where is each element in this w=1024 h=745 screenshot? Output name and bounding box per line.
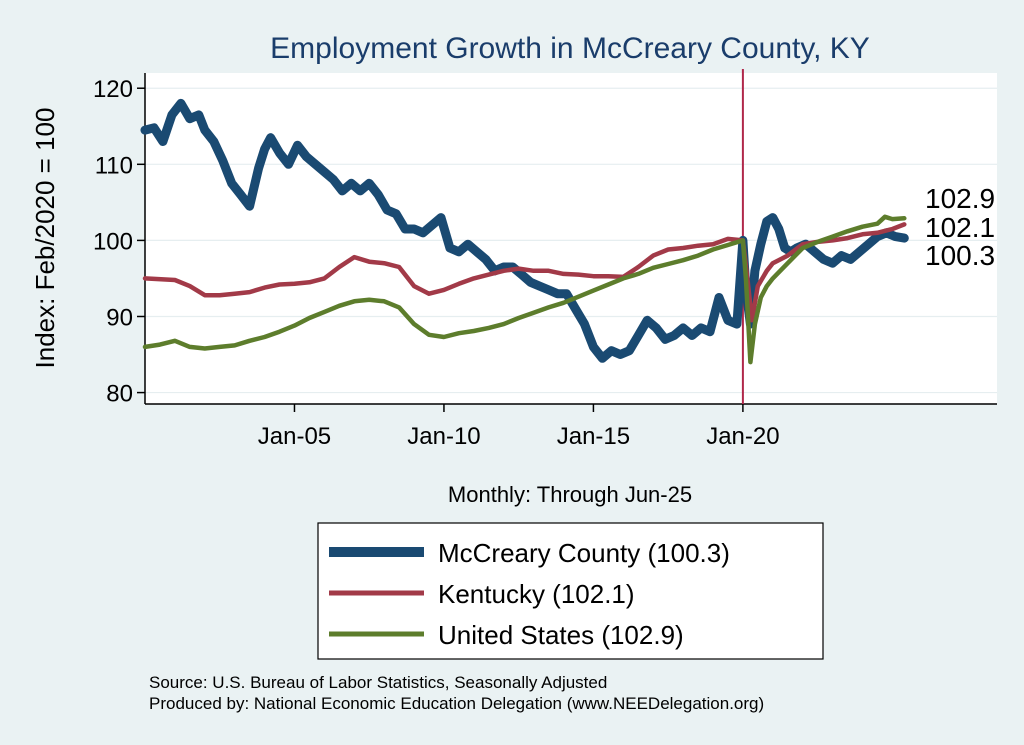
series-line-us xyxy=(142,214,907,365)
x-tick-label: Jan-10 xyxy=(407,423,480,450)
x-tick-label: Jan-15 xyxy=(557,423,630,450)
produced-by-note: Produced by: National Economic Education… xyxy=(149,694,764,713)
series-line-kentucky xyxy=(142,222,907,323)
chart-title: Employment Growth in McCreary County, KY xyxy=(270,32,870,65)
legend: McCreary County (100.3) Kentucky (102.1)… xyxy=(317,522,824,660)
x-tick-label: Jan-20 xyxy=(706,423,779,450)
y-tick-label: 100 xyxy=(93,228,133,255)
y-ticks: 80 90 100 110 120 xyxy=(93,76,145,408)
source-note: Source: U.S. Bureau of Labor Statistics,… xyxy=(149,673,607,692)
x-axis-label: Monthly: Through Jun-25 xyxy=(448,482,692,507)
end-label: 102.1 xyxy=(925,212,995,243)
legend-label-kentucky: Kentucky (102.1) xyxy=(438,579,635,609)
y-tick-label: 90 xyxy=(106,304,133,331)
y-tick-label: 110 xyxy=(95,152,133,179)
end-label: 100.3 xyxy=(925,240,995,271)
legend-label-mccreary: McCreary County (100.3) xyxy=(438,538,730,568)
x-ticks: Jan-05 Jan-10 Jan-15 Jan-20 xyxy=(258,404,780,450)
y-axis-label: Index: Feb/2020 = 100 xyxy=(30,108,60,369)
series-line-mccreary xyxy=(140,98,909,363)
legend-label-us: United States (102.9) xyxy=(438,620,684,650)
y-tick-label: 120 xyxy=(93,76,133,103)
y-tick-label: 80 xyxy=(106,381,133,408)
end-label: 102.9 xyxy=(925,183,995,214)
series-lines xyxy=(140,98,909,365)
x-tick-label: Jan-05 xyxy=(258,423,331,450)
